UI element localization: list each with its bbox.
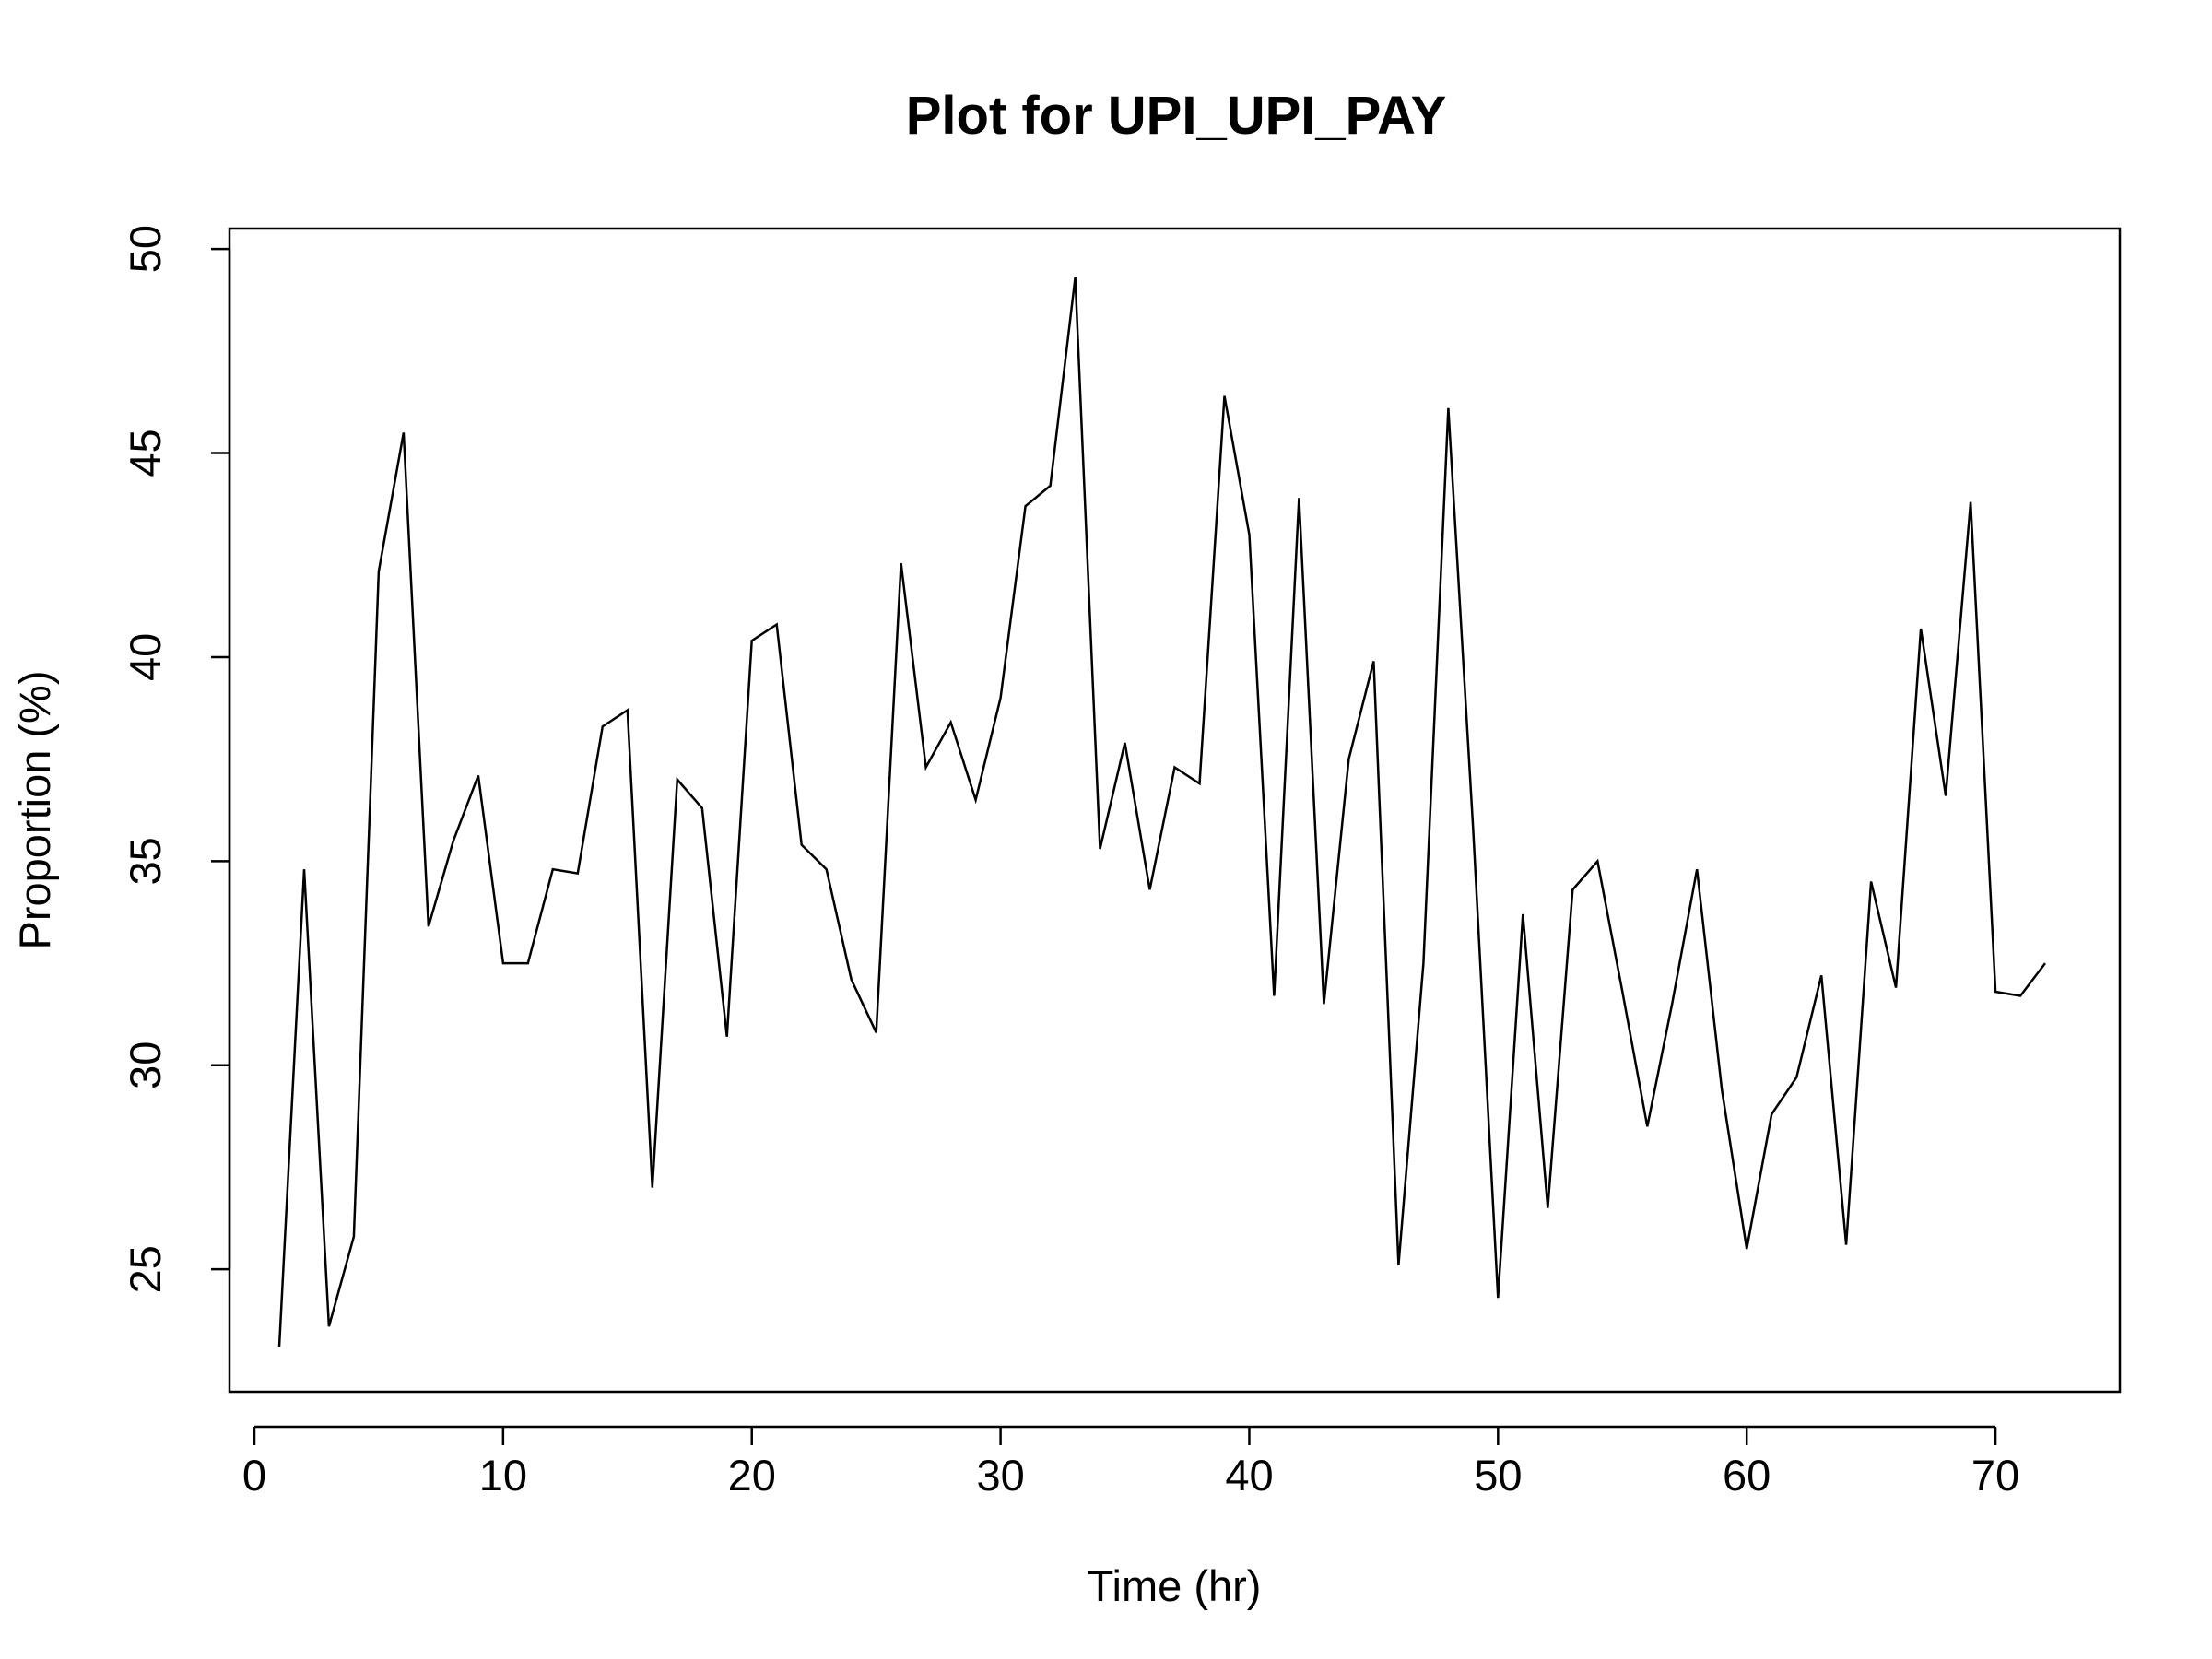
x-tick-label: 60 — [1723, 1451, 1771, 1500]
x-tick-label: 0 — [242, 1451, 266, 1500]
y-tick-label: 50 — [121, 225, 170, 273]
chart-title: Plot for UPI_UPI_PAY — [906, 86, 1447, 146]
x-axis: 0 10 20 30 40 50 60 70 — [242, 1425, 2019, 1500]
x-tick-label: 10 — [479, 1451, 527, 1500]
x-tick-label: 40 — [1225, 1451, 1273, 1500]
x-tick-label: 50 — [1474, 1451, 1522, 1500]
y-axis-label: Proportion (%) — [10, 671, 59, 950]
y-axis: 25 30 35 40 45 50 — [121, 225, 231, 1293]
y-tick-label: 30 — [121, 1041, 170, 1089]
y-tick-label: 45 — [121, 429, 170, 477]
x-tick-label: 30 — [976, 1451, 1024, 1500]
plot-area-frame — [228, 227, 2122, 1394]
y-tick-label: 40 — [121, 633, 170, 681]
x-axis-label: Time (hr) — [1088, 1561, 1262, 1610]
x-tick-label: 70 — [1971, 1451, 2019, 1500]
y-tick-label: 25 — [121, 1245, 170, 1293]
y-tick-label: 35 — [121, 837, 170, 885]
x-tick-label: 20 — [728, 1451, 776, 1500]
series-line — [277, 276, 2046, 1347]
